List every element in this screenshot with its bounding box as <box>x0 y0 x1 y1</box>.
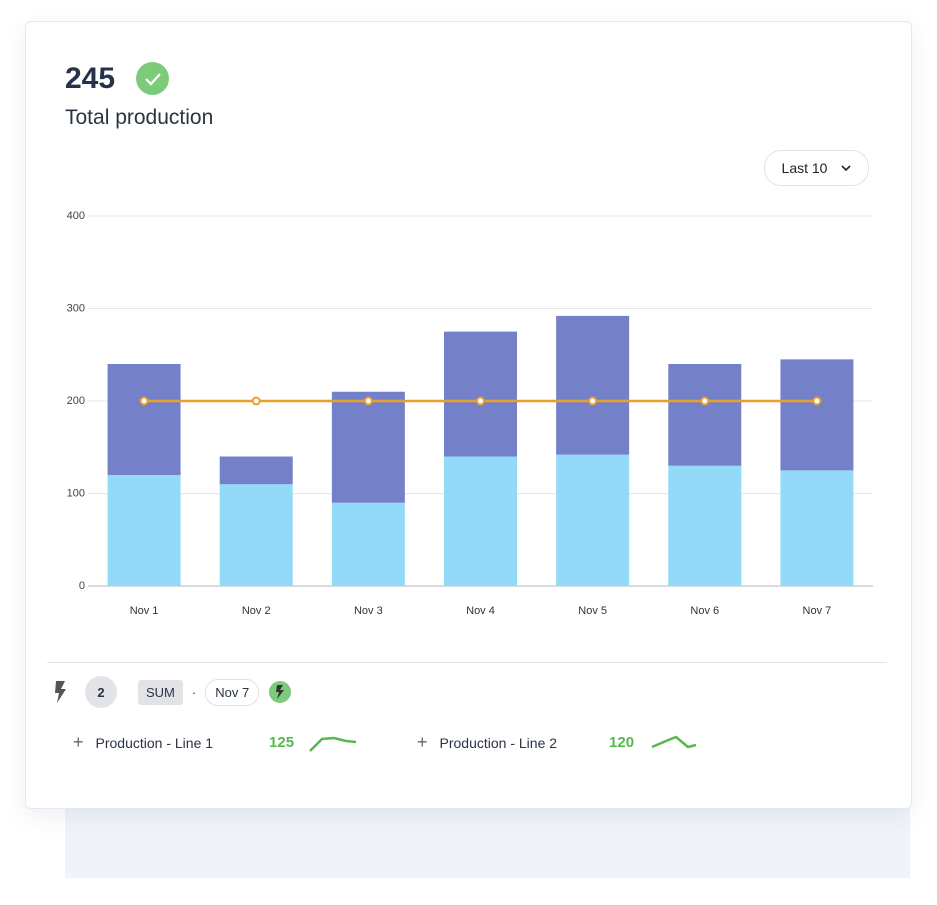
target-point <box>476 396 485 406</box>
target-point <box>700 396 710 406</box>
sparkline-icon <box>309 736 357 752</box>
bar-1 <box>331 502 405 586</box>
separator: · <box>191 684 197 700</box>
bar-1 <box>107 475 181 586</box>
bar-2 <box>556 315 630 455</box>
sparkline-icon <box>651 735 697 748</box>
target-point <box>363 396 373 406</box>
bar-2 <box>219 456 293 485</box>
bar-1 <box>219 484 293 586</box>
divider <box>47 662 887 663</box>
bar-2 <box>444 331 517 457</box>
bar-2 <box>331 391 405 503</box>
chart-footer: 2 SUM · Nov 7 <box>53 676 292 708</box>
plus-icon: + <box>417 732 428 752</box>
bolt-badge-icon <box>269 681 292 703</box>
bar-1 <box>444 456 517 586</box>
legend-item-line-2[interactable]: + Production - Line 2 120 <box>417 732 700 753</box>
target-point <box>139 396 149 406</box>
legend-label: Production - Line 2 <box>439 734 558 751</box>
date-chip[interactable]: Nov 7 <box>205 678 260 706</box>
y-tick-label: 300 <box>67 303 85 315</box>
x-tick-label: Nov 1 <box>130 605 159 617</box>
kpi-value: 245 <box>65 62 116 95</box>
x-tick-label: Nov 4 <box>466 605 495 617</box>
series-count-badge: 2 <box>85 676 117 708</box>
y-tick-label: 100 <box>67 488 85 500</box>
x-tick-label: Nov 6 <box>690 605 719 617</box>
x-tick-label: Nov 7 <box>803 605 832 617</box>
check-circle-icon <box>136 62 169 95</box>
range-dropdown[interactable]: Last 10 <box>764 150 869 186</box>
range-dropdown-label: Last 10 <box>781 160 828 176</box>
x-tick-label: Nov 2 <box>242 605 271 617</box>
y-tick-label: 0 <box>79 580 85 592</box>
kpi-title: Total production <box>65 106 214 129</box>
x-tick-label: Nov 5 <box>578 605 607 617</box>
target-point <box>251 396 261 406</box>
target-point <box>812 396 822 406</box>
bar-2 <box>107 364 181 475</box>
aggregate-button[interactable]: SUM <box>138 679 183 705</box>
x-tick-label: Nov 3 <box>354 605 383 617</box>
bar-1 <box>668 465 742 586</box>
bolt-icon <box>55 681 66 703</box>
legend-item-line-1[interactable]: + Production - Line 1 125 <box>73 732 358 753</box>
bar-1 <box>780 470 854 586</box>
bar-2 <box>668 364 742 466</box>
chevron-down-icon <box>841 164 852 171</box>
legend-value: 120 <box>609 734 635 751</box>
legend-label: Production - Line 1 <box>95 734 214 751</box>
y-tick-label: 400 <box>67 210 85 222</box>
bar-2 <box>780 359 854 471</box>
y-tick-label: 200 <box>67 395 85 407</box>
bar-1 <box>556 454 630 586</box>
target-point <box>588 396 598 406</box>
plus-icon: + <box>73 732 84 752</box>
legend-value: 125 <box>269 734 295 751</box>
